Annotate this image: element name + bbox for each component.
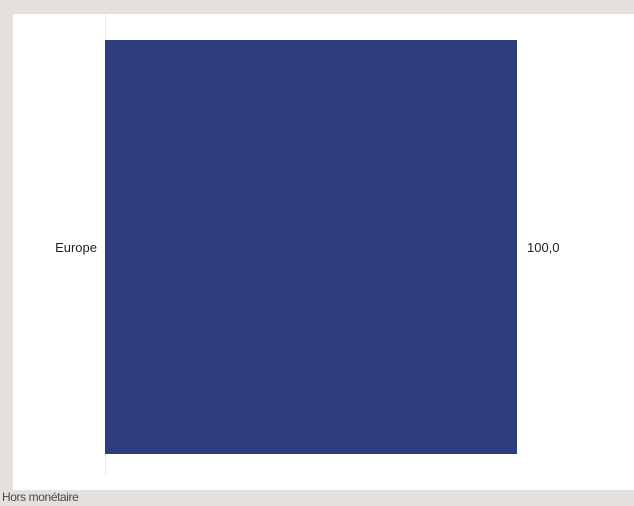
bar-chart: Europe 100,0 bbox=[55, 40, 560, 454]
value-label: 100,0 bbox=[527, 240, 560, 255]
bar-europe bbox=[105, 40, 517, 454]
footer-note: Hors monétaire bbox=[2, 490, 79, 504]
category-label: Europe bbox=[55, 240, 97, 255]
chart-panel: Europe 100,0 bbox=[13, 14, 634, 490]
